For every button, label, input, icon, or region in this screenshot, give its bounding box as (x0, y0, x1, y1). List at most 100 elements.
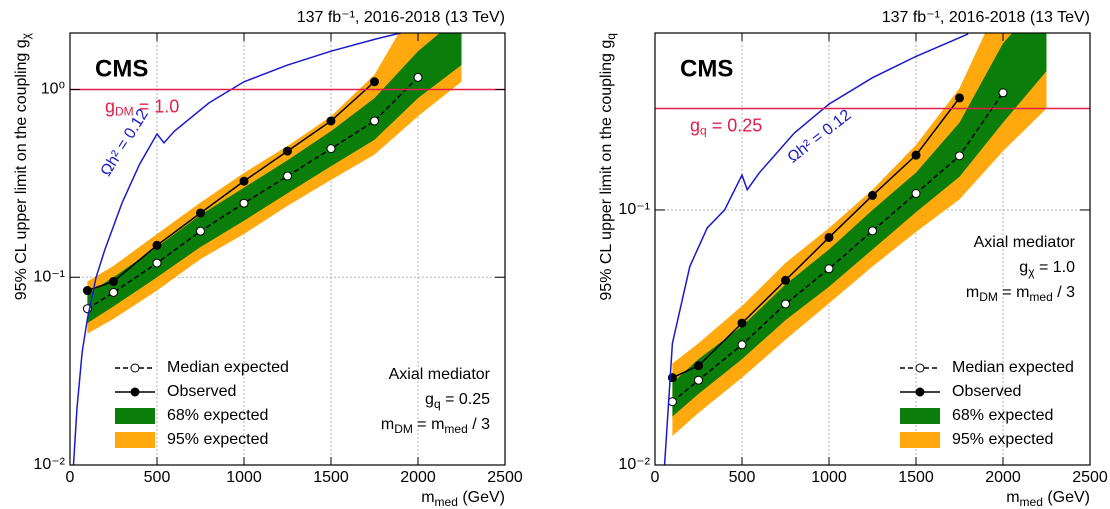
marker (239, 176, 249, 186)
marker (737, 318, 747, 328)
legend-label: 95% expected (952, 431, 1053, 448)
annotation-sub: DM (979, 290, 998, 304)
marker (370, 116, 379, 126)
annotation-sub: med (444, 422, 467, 436)
x-tick-label: 500 (729, 469, 756, 486)
band (672, 33, 1047, 417)
x-tick-label: 1000 (811, 469, 847, 486)
legend-marker (130, 363, 140, 373)
marker (998, 88, 1008, 98)
annotation-part: m (381, 416, 394, 433)
x-tick-label: 2000 (400, 469, 436, 486)
legend-marker (130, 387, 140, 397)
reference-label: gDM = 1.0 (105, 96, 179, 118)
marker (781, 299, 790, 309)
annotation-part: = 0.25 (441, 391, 490, 408)
marker (781, 275, 790, 285)
legend-label: Observed (952, 383, 1021, 400)
reference-label-part: g (690, 115, 700, 135)
marker (326, 116, 336, 126)
plot-area (655, 33, 1090, 465)
x-tick-label: 2000 (985, 469, 1021, 486)
annotation-part: g (425, 391, 434, 408)
limit-line (671, 92, 1004, 403)
marker (413, 72, 423, 82)
marker (283, 146, 292, 156)
annotation-part: Axial mediator (389, 366, 491, 383)
relic-curve (72, 33, 401, 465)
marker (955, 93, 964, 103)
legend-label: 95% expected (167, 431, 268, 448)
legend-label: 68% expected (952, 407, 1053, 424)
annotation-part: = m (413, 416, 445, 433)
legend-marker (915, 387, 925, 397)
marker (824, 264, 834, 274)
marker (694, 375, 703, 385)
marker (326, 144, 336, 154)
annotation-part: / 3 (468, 416, 490, 433)
annotation-part: = m (998, 284, 1030, 301)
marker (694, 361, 703, 371)
annotation-part: / 3 (1053, 284, 1075, 301)
y-tick-label: 10⁻¹ (618, 201, 650, 218)
annotation: Axial mediator (389, 366, 491, 383)
annotation: gq = 0.25 (425, 391, 490, 411)
x-tick-label: 2500 (1072, 469, 1108, 486)
x-axis-label: mmed (GeV) (421, 489, 505, 509)
marker (152, 240, 162, 250)
x-axis-label-sub: med (435, 495, 458, 509)
annotation-sub: q (434, 397, 441, 411)
reference-label-sub: q (700, 124, 707, 138)
plot-frame (654, 32, 1091, 466)
relic-label: Ωh² = 0.12 (785, 106, 855, 166)
marker (667, 397, 677, 407)
x-axis-label: mmed (GeV) (1006, 489, 1090, 509)
reference-label-sub: DM (115, 105, 134, 119)
marker (370, 77, 379, 87)
annotation-part: Axial mediator (974, 234, 1076, 251)
marker (239, 198, 249, 208)
x-axis-label-part: (GeV) (458, 489, 505, 506)
reference-label-part: = 1.0 (134, 96, 180, 116)
x-axis-label-sub: med (1020, 495, 1043, 509)
marker (911, 189, 921, 199)
x-tick-label: 1000 (226, 469, 262, 486)
reference-label: gq = 0.25 (690, 115, 762, 137)
annotation-part: = 1.0 (1035, 259, 1076, 276)
marker (109, 287, 118, 297)
annotation-sub: χ (1028, 265, 1035, 279)
reference-label-part: = 0.25 (707, 115, 763, 135)
x-tick-label: 1500 (313, 469, 349, 486)
x-tick-label: 1500 (898, 469, 934, 486)
reference-label-part: g (105, 96, 115, 116)
legend-swatch (115, 432, 155, 448)
limit-line (672, 97, 961, 379)
annotation-part: m (966, 284, 979, 301)
y-tick-label: 10⁰ (41, 81, 65, 98)
marker (868, 226, 877, 236)
annotation-sub: DM (394, 422, 413, 436)
experiment-label: CMS (680, 55, 733, 82)
title: 137 fb⁻¹, 2016-2018 (13 TeV) (882, 9, 1090, 26)
x-tick-label: 2500 (487, 469, 523, 486)
annotation: mDM = mmed / 3 (381, 416, 490, 436)
marker (109, 276, 118, 286)
legend-swatch (115, 408, 155, 424)
marker (196, 208, 205, 218)
x-axis-label-part: m (1006, 489, 1019, 506)
y-axis-label: 95% CL upper limit on the coupling gq (598, 33, 618, 301)
marker (824, 232, 834, 242)
experiment-label: CMS (95, 55, 148, 82)
x-axis-label-part: m (421, 489, 434, 506)
title: 137 fb⁻¹, 2016-2018 (13 TeV) (297, 9, 505, 26)
y-axis-label-part: 95% CL upper limit on the coupling g (598, 40, 615, 301)
plot-frame (69, 32, 506, 466)
y-axis-label-sub: q (604, 33, 618, 40)
marker (283, 171, 292, 181)
marker (196, 226, 205, 236)
legend-swatch (900, 408, 940, 424)
annotation: mDM = mmed / 3 (966, 284, 1075, 304)
y-tick-label: 10⁻¹ (33, 268, 65, 285)
y-axis-label-part: 95% CL upper limit on the coupling g (13, 39, 30, 300)
